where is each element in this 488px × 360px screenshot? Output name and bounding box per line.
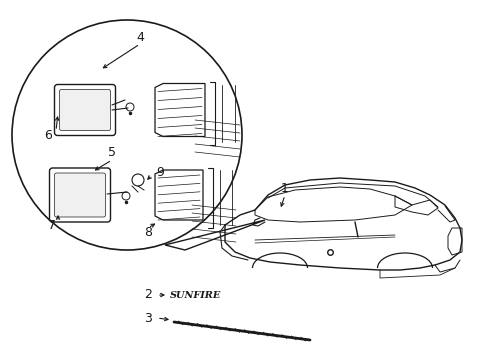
Text: 5: 5 bbox=[108, 145, 116, 158]
Text: 7: 7 bbox=[48, 219, 56, 231]
FancyBboxPatch shape bbox=[60, 90, 110, 131]
Text: SUNFIRE: SUNFIRE bbox=[170, 291, 221, 300]
FancyBboxPatch shape bbox=[54, 173, 105, 217]
Text: 2: 2 bbox=[144, 288, 152, 302]
Text: 1: 1 bbox=[281, 181, 288, 194]
Text: 3: 3 bbox=[144, 311, 152, 324]
Text: 8: 8 bbox=[143, 225, 152, 239]
Text: 6: 6 bbox=[44, 129, 52, 141]
Text: 9: 9 bbox=[156, 166, 163, 179]
Text: 4: 4 bbox=[136, 31, 143, 44]
